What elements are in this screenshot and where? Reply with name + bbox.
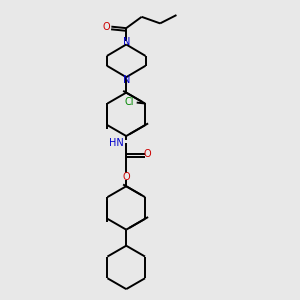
Text: HN: HN: [109, 138, 124, 148]
Text: O: O: [144, 149, 152, 159]
Text: Cl: Cl: [125, 97, 134, 107]
Text: N: N: [122, 37, 130, 47]
Text: O: O: [103, 22, 110, 32]
Text: O: O: [122, 172, 130, 182]
Text: N: N: [122, 75, 130, 85]
